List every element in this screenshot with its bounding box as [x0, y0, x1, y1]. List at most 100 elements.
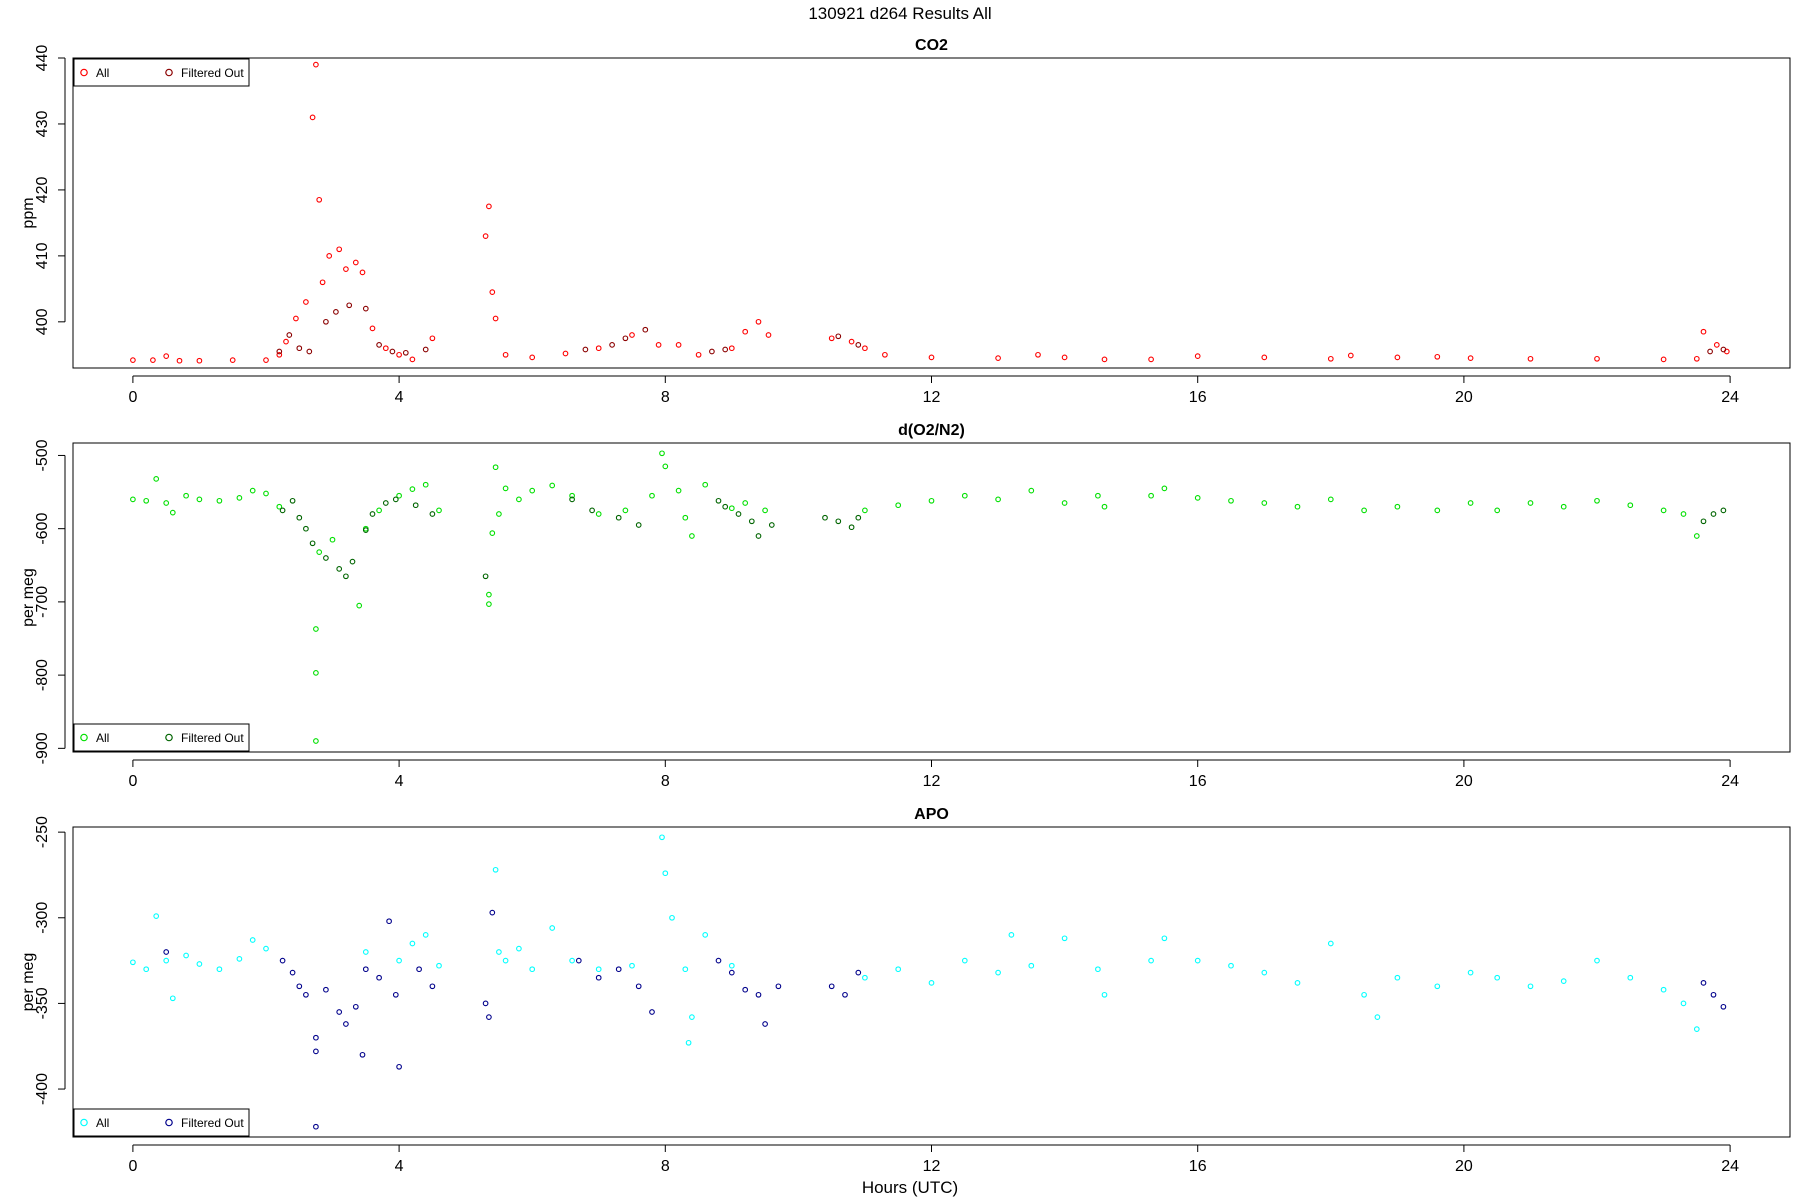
data-point: [1467, 355, 1474, 361]
data-point: [1394, 503, 1401, 510]
y-tick-label: -500: [34, 439, 51, 471]
y-tick-label: 400: [34, 308, 51, 335]
data-point: [306, 348, 313, 355]
panel-co2: CO2 0 4 8 12 16 20 24 400 410 420 430 440 ppm All Filte…: [20, 37, 1791, 406]
data-point: [279, 957, 286, 964]
data-point: [1148, 356, 1154, 363]
legend-box: [73, 1108, 250, 1137]
data-point: [828, 983, 835, 990]
data-point: [502, 957, 509, 964]
data-point: [1720, 507, 1727, 514]
data-point: [289, 969, 296, 976]
x-tick-label: 8: [661, 773, 670, 790]
data-point: [742, 986, 749, 993]
x-tick-label: 4: [395, 389, 404, 406]
data-point: [995, 496, 1001, 503]
data-point: [362, 305, 369, 312]
data-point: [765, 332, 772, 338]
data-point: [1680, 1000, 1687, 1007]
figure-title: 130921 d264 Results All: [808, 4, 991, 23]
x-tick-label: 12: [923, 1158, 941, 1175]
data-point: [1161, 935, 1168, 942]
data-point: [1294, 980, 1301, 986]
data-point: [1327, 940, 1334, 947]
y-tick-label: -400: [34, 1073, 51, 1105]
data-point: [995, 969, 1001, 976]
data-point: [702, 481, 709, 488]
data-point: [1660, 507, 1667, 514]
data-point: [352, 1003, 359, 1010]
data-point: [336, 566, 343, 572]
data-point: [429, 983, 436, 990]
data-point: [742, 500, 749, 506]
data-point: [392, 496, 399, 503]
data-point: [615, 514, 622, 521]
data-point: [369, 511, 376, 517]
data-point: [356, 602, 363, 609]
plot-frame: [72, 57, 1791, 369]
data-point: [715, 497, 722, 504]
data-point: [595, 966, 602, 973]
data-point: [1228, 962, 1234, 969]
series-all: [130, 61, 1730, 364]
data-point: [862, 345, 868, 352]
data-point: [369, 325, 376, 332]
data-point: [1700, 980, 1707, 986]
data-point: [649, 492, 655, 499]
data-point: [489, 289, 496, 295]
data-point: [775, 983, 782, 990]
y-tick-label: -250: [34, 816, 51, 848]
data-point: [1494, 507, 1501, 514]
data-point: [229, 357, 236, 363]
data-point: [343, 266, 349, 272]
data-point: [276, 351, 283, 358]
data-point: [1228, 497, 1234, 504]
data-point: [303, 525, 309, 532]
y-tick-label: -600: [34, 513, 51, 545]
legend-marker: [165, 68, 173, 77]
data-point: [529, 966, 536, 973]
data-point: [1627, 974, 1634, 981]
data-point: [316, 196, 323, 203]
plot-frame: [72, 442, 1791, 753]
data-point: [961, 492, 968, 499]
data-point: [263, 357, 269, 363]
data-point: [296, 345, 303, 352]
data-point: [486, 203, 492, 210]
data-point: [609, 342, 615, 348]
data-point: [848, 524, 855, 531]
data-point: [1693, 1026, 1700, 1032]
legend: All Filtered Out: [73, 58, 250, 87]
panel-o2n2: d(O2/N2) 0 4 8 12 16 20 24 -900 -800 -700 -600 -500 p…: [20, 422, 1791, 790]
data-point: [516, 496, 522, 503]
data-point: [755, 533, 762, 539]
data-point: [655, 342, 662, 348]
x-axis: 0 4 8 12 16 20 24: [128, 1144, 1739, 1175]
data-point: [1061, 354, 1068, 361]
data-point: [848, 338, 855, 345]
data-point: [569, 492, 575, 499]
plot-frame: [72, 826, 1791, 1138]
data-point: [502, 351, 509, 358]
data-point: [862, 507, 868, 514]
data-point: [928, 497, 935, 504]
data-point: [928, 980, 935, 986]
data-point: [382, 500, 389, 506]
data-point: [402, 349, 409, 356]
data-point: [163, 500, 170, 506]
series-filtered-out: [279, 496, 1727, 580]
data-point: [1194, 495, 1201, 501]
legend: All Filtered Out: [73, 723, 250, 752]
data-point: [1527, 355, 1534, 362]
data-point: [569, 496, 575, 503]
data-point: [489, 530, 496, 536]
data-point: [392, 991, 399, 998]
data-point: [1101, 503, 1108, 510]
data-point: [323, 318, 329, 325]
data-point: [216, 497, 223, 504]
data-point: [1148, 957, 1154, 964]
data-point: [1527, 500, 1534, 506]
data-point: [130, 357, 136, 363]
data-point: [1560, 978, 1567, 984]
data-point: [216, 966, 223, 973]
